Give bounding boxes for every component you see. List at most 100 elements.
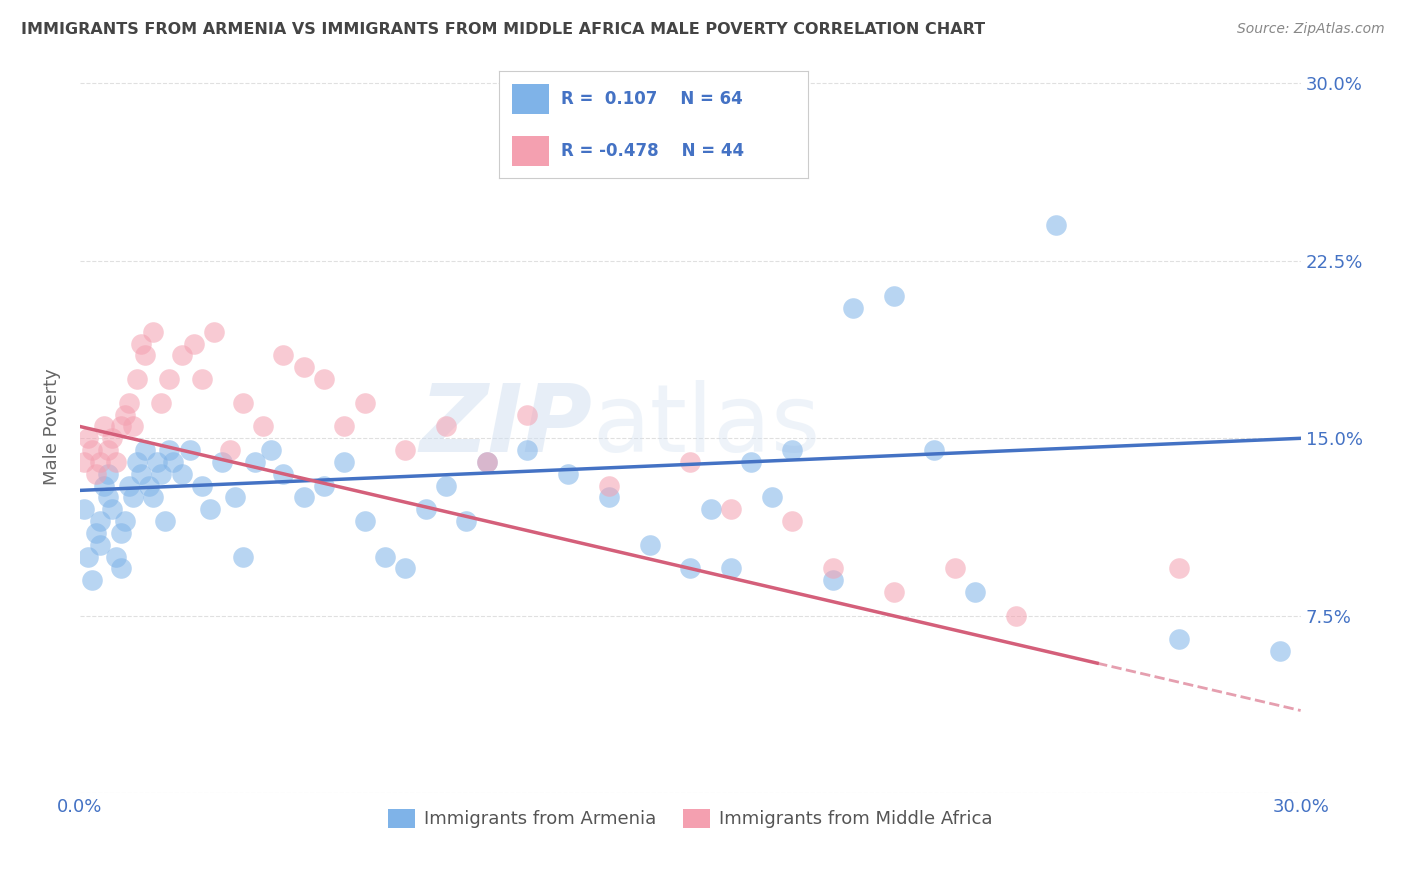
Point bbox=[110, 561, 132, 575]
Point bbox=[374, 549, 396, 564]
Point bbox=[699, 502, 721, 516]
Point bbox=[142, 491, 165, 505]
Point bbox=[598, 491, 620, 505]
Point bbox=[353, 396, 375, 410]
Point bbox=[353, 514, 375, 528]
Point bbox=[77, 431, 100, 445]
Point bbox=[97, 491, 120, 505]
Point bbox=[110, 419, 132, 434]
Point bbox=[134, 443, 156, 458]
Point bbox=[260, 443, 283, 458]
Point bbox=[101, 431, 124, 445]
Point bbox=[516, 408, 538, 422]
Point bbox=[80, 574, 103, 588]
Point bbox=[456, 514, 478, 528]
Point bbox=[679, 455, 702, 469]
Point bbox=[821, 561, 844, 575]
Point bbox=[883, 289, 905, 303]
Point bbox=[965, 585, 987, 599]
Point bbox=[1270, 644, 1292, 658]
Point bbox=[89, 514, 111, 528]
Y-axis label: Male Poverty: Male Poverty bbox=[44, 368, 60, 485]
Point bbox=[211, 455, 233, 469]
Point bbox=[333, 455, 356, 469]
Point bbox=[232, 549, 254, 564]
Point bbox=[516, 443, 538, 458]
Point bbox=[162, 455, 184, 469]
Point bbox=[73, 455, 96, 469]
Point bbox=[105, 455, 128, 469]
Point bbox=[129, 467, 152, 481]
Point bbox=[312, 372, 335, 386]
Point bbox=[219, 443, 242, 458]
Point bbox=[557, 467, 579, 481]
Point bbox=[720, 502, 742, 516]
Point bbox=[475, 455, 498, 469]
Point bbox=[134, 349, 156, 363]
Point bbox=[740, 455, 762, 469]
Point bbox=[292, 360, 315, 375]
Point bbox=[202, 325, 225, 339]
Point bbox=[679, 561, 702, 575]
Point bbox=[183, 336, 205, 351]
Point bbox=[1167, 632, 1189, 647]
Point bbox=[924, 443, 946, 458]
Point bbox=[394, 561, 416, 575]
Legend: Immigrants from Armenia, Immigrants from Middle Africa: Immigrants from Armenia, Immigrants from… bbox=[381, 802, 1000, 836]
Text: Source: ZipAtlas.com: Source: ZipAtlas.com bbox=[1237, 22, 1385, 37]
Point bbox=[97, 443, 120, 458]
Point bbox=[943, 561, 966, 575]
Point bbox=[1167, 561, 1189, 575]
Point bbox=[720, 561, 742, 575]
Point bbox=[84, 526, 107, 541]
Point bbox=[243, 455, 266, 469]
Point bbox=[138, 478, 160, 492]
Point bbox=[89, 455, 111, 469]
Text: ZIP: ZIP bbox=[420, 381, 592, 473]
Point bbox=[224, 491, 246, 505]
Point bbox=[1045, 219, 1067, 233]
Point bbox=[101, 502, 124, 516]
Point bbox=[780, 443, 803, 458]
Point bbox=[434, 419, 457, 434]
Point bbox=[114, 408, 136, 422]
Point bbox=[761, 491, 783, 505]
Point bbox=[121, 491, 143, 505]
Point bbox=[415, 502, 437, 516]
Point bbox=[93, 419, 115, 434]
Point bbox=[118, 478, 141, 492]
Point bbox=[191, 372, 214, 386]
Point bbox=[73, 502, 96, 516]
Point bbox=[146, 455, 169, 469]
Point bbox=[118, 396, 141, 410]
Point bbox=[129, 336, 152, 351]
Point bbox=[150, 467, 173, 481]
Point bbox=[114, 514, 136, 528]
Bar bbox=[512, 136, 548, 166]
Text: R = -0.478    N = 44: R = -0.478 N = 44 bbox=[561, 142, 744, 160]
Point bbox=[125, 455, 148, 469]
Point bbox=[155, 514, 177, 528]
Point bbox=[157, 443, 180, 458]
Point bbox=[475, 455, 498, 469]
Point bbox=[333, 419, 356, 434]
Point bbox=[598, 478, 620, 492]
Point bbox=[883, 585, 905, 599]
Point bbox=[89, 538, 111, 552]
Point bbox=[157, 372, 180, 386]
Point bbox=[121, 419, 143, 434]
Point bbox=[179, 443, 201, 458]
Point bbox=[80, 443, 103, 458]
Point bbox=[142, 325, 165, 339]
Point bbox=[273, 349, 295, 363]
Point bbox=[110, 526, 132, 541]
Bar bbox=[512, 84, 548, 114]
Point bbox=[780, 514, 803, 528]
Point bbox=[191, 478, 214, 492]
Point bbox=[150, 396, 173, 410]
Point bbox=[434, 478, 457, 492]
Point bbox=[1004, 608, 1026, 623]
Point bbox=[842, 301, 865, 315]
Point bbox=[93, 478, 115, 492]
Point bbox=[198, 502, 221, 516]
